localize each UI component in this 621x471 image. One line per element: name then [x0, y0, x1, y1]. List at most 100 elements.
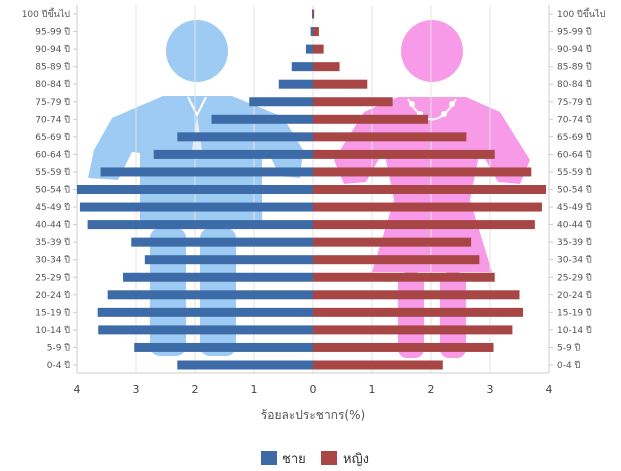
category-label-right: 60-64 ปี [557, 149, 592, 160]
category-label-right: 15-19 ปี [557, 307, 592, 318]
category-label-right: 65-69 ปี [557, 132, 592, 143]
legend: ชาย หญิง [261, 451, 369, 467]
category-label-left: 15-19 ปี [35, 307, 70, 318]
x-axis-label: ร้อยละประชากร(%) [261, 408, 365, 422]
bar-male [278, 79, 313, 89]
bar-male [249, 97, 313, 107]
bar-male [291, 62, 313, 72]
bar-male [177, 360, 313, 370]
category-label-right: 5-9 ปี [557, 342, 581, 353]
bar-female [313, 114, 429, 124]
bar-female [313, 9, 315, 19]
category-label-right: 20-24 ปี [557, 290, 592, 301]
legend-label-female: หญิง [343, 452, 369, 467]
bar-male [310, 27, 313, 37]
bar-female [313, 325, 513, 335]
bar-female [313, 255, 480, 265]
bar-female [313, 272, 495, 282]
bar-female [313, 167, 532, 177]
bar-female [313, 185, 547, 194]
bar-female [313, 97, 393, 107]
category-label-right: 100 ปีขึ้นไป [557, 7, 606, 20]
bar-male [177, 132, 313, 142]
bar-female [313, 27, 319, 37]
category-label-left: 80-84 ปี [35, 79, 70, 90]
bar-female [313, 149, 495, 159]
legend-swatch-male [261, 451, 277, 465]
bar-male [97, 307, 314, 317]
category-label-left: 50-54 ปี [35, 185, 70, 196]
category-label-right: 90-94 ปี [557, 44, 592, 55]
bar-female [313, 360, 443, 370]
x-tick-label: 1 [369, 383, 376, 396]
category-label-left: 10-14 ปี [35, 325, 70, 336]
x-tick-label: 3 [133, 383, 140, 396]
category-label-left: 90-94 ปี [35, 44, 70, 55]
category-label-left: 85-89 ปี [35, 62, 70, 73]
x-tick-label: 0 [310, 383, 317, 396]
bar-male [123, 272, 314, 282]
x-tick-label: 4 [546, 383, 553, 396]
category-label-right: 30-34 ปี [557, 255, 592, 266]
category-label-right: 70-74 ปี [557, 114, 592, 125]
x-tick-label: 1 [251, 383, 258, 396]
category-label-right: 40-44 ปี [557, 220, 592, 231]
bar-male [131, 237, 313, 247]
x-tick-label: 2 [428, 383, 435, 396]
category-label-left: 95-99 ปี [35, 27, 70, 38]
category-label-left: 55-59 ปี [35, 167, 70, 178]
category-label-right: 95-99 ปี [557, 27, 592, 38]
bar-male [79, 202, 313, 212]
bar-male [77, 185, 313, 194]
x-tick-label: 4 [74, 383, 81, 396]
category-label-left: 35-39 ปี [35, 237, 70, 248]
category-label-left: 65-69 ปี [35, 132, 70, 143]
bar-female [313, 79, 368, 89]
bar-male [87, 220, 314, 230]
bar-female [313, 62, 340, 72]
bar-female [313, 220, 535, 230]
x-tick-label: 3 [487, 383, 494, 396]
x-tick-label: 2 [192, 383, 199, 396]
category-label-left: 5-9 ปี [47, 342, 71, 353]
category-label-left: 20-24 ปี [35, 290, 70, 301]
bar-male [144, 255, 313, 265]
category-label-left: 45-49 ปี [35, 202, 70, 213]
bar-male [211, 114, 313, 124]
bar-male [153, 149, 313, 159]
bar-male [305, 44, 313, 54]
category-label-right: 85-89 ปี [557, 62, 592, 73]
legend-label-male: ชาย [282, 452, 306, 467]
bar-male [100, 167, 313, 177]
bar-female [313, 237, 472, 247]
category-label-right: 25-29 ปี [557, 272, 592, 283]
category-label-left: 100 ปีขึ้นไป [22, 7, 71, 20]
bar-female [313, 290, 520, 300]
category-label-right: 75-79 ปี [557, 97, 592, 108]
bar-male [107, 290, 314, 300]
bar-male [98, 325, 314, 335]
category-label-left: 25-29 ปี [35, 272, 70, 283]
category-label-left: 60-64 ปี [35, 149, 70, 160]
bar-female [313, 307, 524, 317]
category-label-right: 10-14 ปี [557, 325, 592, 336]
bar-male [134, 342, 313, 352]
bar-male [312, 9, 313, 19]
category-label-left: 75-79 ปี [35, 97, 70, 108]
category-label-right: 0-4 ปี [557, 360, 581, 371]
category-label-left: 70-74 ปี [35, 114, 70, 125]
category-label-left: 40-44 ปี [35, 220, 70, 231]
legend-swatch-female [321, 451, 337, 465]
category-label-right: 45-49 ปี [557, 202, 592, 213]
category-label-right: 35-39 ปี [557, 237, 592, 248]
bar-female [313, 44, 324, 54]
bar-female [313, 132, 467, 142]
category-label-left: 30-34 ปี [35, 255, 70, 266]
bar-female [313, 342, 494, 352]
category-label-right: 80-84 ปี [557, 79, 592, 90]
category-label-right: 50-54 ปี [557, 185, 592, 196]
category-label-left: 0-4 ปี [47, 360, 71, 371]
bar-female [313, 202, 542, 212]
category-label-right: 55-59 ปี [557, 167, 592, 178]
